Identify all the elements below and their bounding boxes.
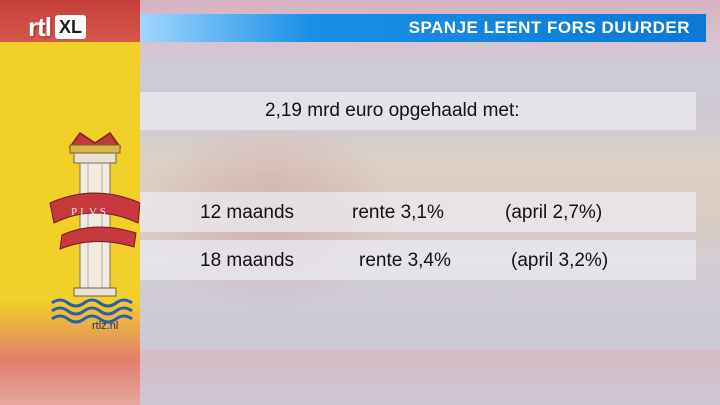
rate-cell: rente 3,1% <box>352 202 444 223</box>
headline: SPANJE LEENT FORS DUURDER <box>408 18 690 37</box>
table-row: 12 maands rente 3,1% (april 2,7%) <box>140 192 696 232</box>
table-row: 18 maands rente 3,4% (april 3,2%) <box>140 240 696 280</box>
footer-site-label: rtlz.nl <box>92 320 119 332</box>
rate-cell: rente 3,4% <box>359 250 451 271</box>
summary-text: 2,19 mrd euro opgehaald met: <box>265 100 520 121</box>
summary-row: 2,19 mrd euro opgehaald met: <box>140 92 696 130</box>
rtlxl-logo: rtl XL <box>28 11 87 42</box>
previous-rate-cell: (april 2,7%) <box>505 202 603 223</box>
term-cell: 18 maands <box>200 250 295 271</box>
term-cell: 12 maands <box>200 202 295 223</box>
previous-rate-cell: (april 3,2%) <box>511 250 609 271</box>
pillar-crest-icon: PLVS <box>49 131 141 324</box>
logo-rtl-text: rtl <box>28 11 52 42</box>
title-bar: SPANJE LEENT FORS DUURDER <box>140 14 706 42</box>
logo-xl-text: XL <box>55 15 87 39</box>
crest-banner-text: PLVS <box>71 206 109 218</box>
